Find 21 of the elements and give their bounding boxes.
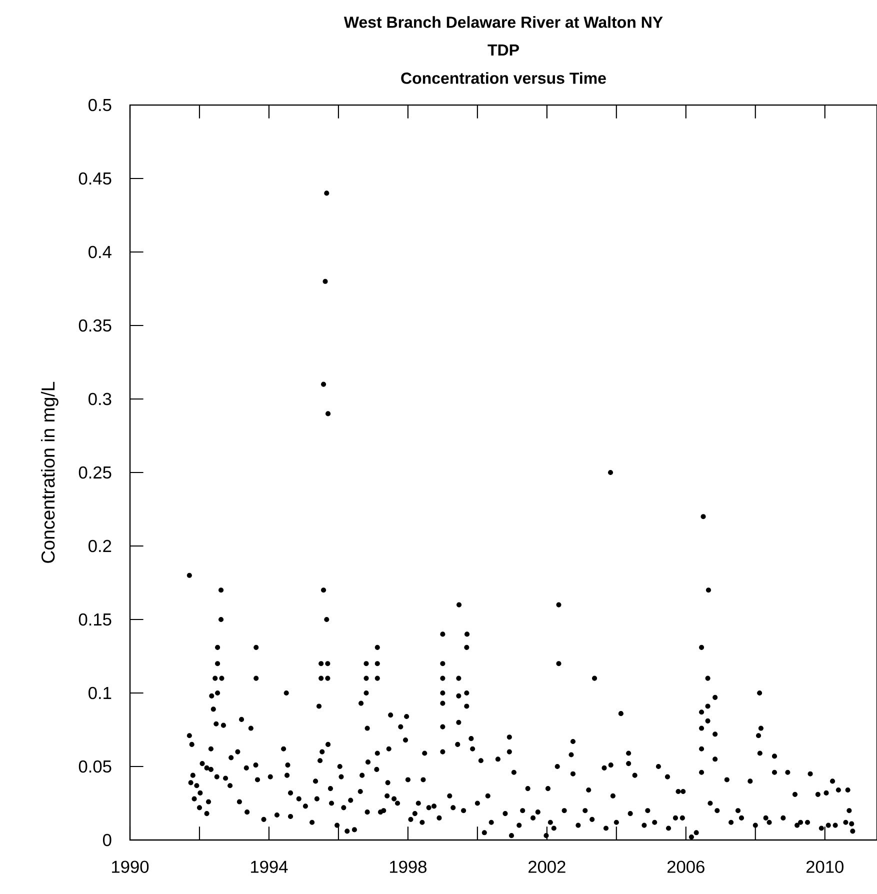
y-tick-label: 0.25 — [78, 466, 112, 479]
y-tick-label: 0.35 — [78, 319, 112, 332]
y-tick-label: 0.45 — [78, 172, 112, 185]
y-tick-label: 0 — [102, 834, 112, 846]
chart-subtitle: TDP — [488, 44, 519, 56]
y-tick-label: 0.4 — [88, 246, 112, 258]
y-tick-label: 0.2 — [88, 540, 112, 552]
y-tick-label: 0.1 — [88, 686, 112, 700]
y-tick-label: 0.3 — [88, 392, 112, 406]
chart-title: West Branch Delaware River at Walton NY — [344, 16, 663, 28]
y-tick-label: 0.05 — [78, 760, 112, 773]
y-tick-label: 0.15 — [78, 613, 112, 626]
y-axis-title: Concentration in mg/L — [40, 382, 58, 563]
x-tick-label: 2002 — [528, 860, 566, 873]
x-tick-label: 1994 — [251, 860, 288, 873]
x-tick-label: 1998 — [390, 860, 426, 873]
x-tick-label: 1990 — [112, 860, 149, 873]
x-tick-label: 2006 — [668, 860, 704, 873]
y-tick-label: 0.5 — [88, 98, 112, 112]
text: Concentration versus Time — [401, 72, 606, 84]
x-tick-label: 2010 — [806, 860, 844, 873]
